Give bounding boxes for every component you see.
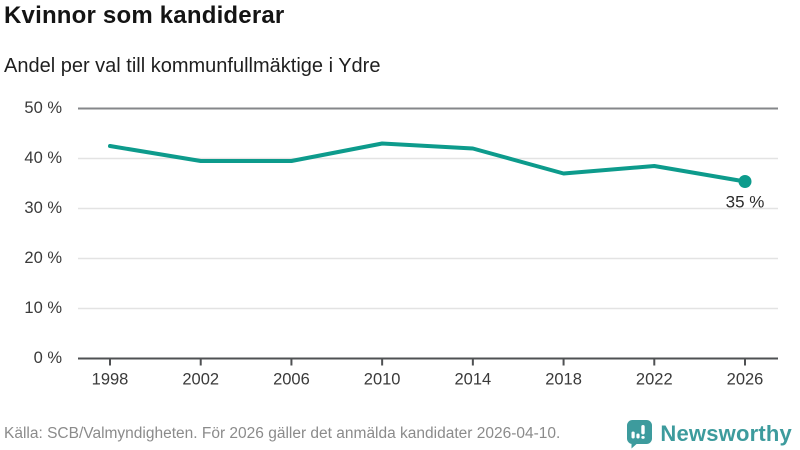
x-tick-label: 2014 — [454, 371, 491, 389]
x-tick-label: 2010 — [364, 371, 401, 389]
footer: Källa: SCB/Valmyndigheten. För 2026 gäll… — [4, 418, 792, 450]
y-tick-label: 30 % — [24, 199, 62, 217]
newsworthy-icon — [627, 420, 653, 449]
brand-name: Newsworthy — [660, 421, 792, 446]
speech-bubble-shape — [627, 420, 653, 449]
y-tick-label: 20 % — [24, 249, 62, 267]
end-point-marker — [738, 175, 752, 188]
y-tick-label: 50 % — [24, 99, 62, 117]
y-tick-label: 40 % — [24, 149, 62, 167]
brand-logo: Newsworthy — [626, 419, 792, 449]
x-tick-label: 2002 — [182, 371, 219, 389]
x-tick-label: 2006 — [273, 371, 310, 389]
x-tick-label: 2022 — [636, 371, 673, 389]
x-tick-label: 1998 — [92, 371, 129, 389]
chart-subtitle: Andel per val till kommunfullmäktige i Y… — [4, 55, 381, 77]
line-chart: 0 % 10 % 20 % 30 % 40 % 50 % 1998 2002 2006 2010 2… — [24, 99, 778, 389]
y-tick-label: 0 % — [34, 349, 63, 367]
y-tick-label: 10 % — [24, 299, 62, 317]
source-note: Källa: SCB/Valmyndigheten. För 2026 gäll… — [4, 425, 561, 442]
end-value-label: 35 % — [726, 193, 765, 212]
page-title: Kvinnor som kandiderar — [4, 2, 285, 29]
data-line — [108, 141, 747, 184]
x-tick-label: 2018 — [545, 371, 582, 389]
x-tick-label: 2026 — [727, 371, 764, 389]
